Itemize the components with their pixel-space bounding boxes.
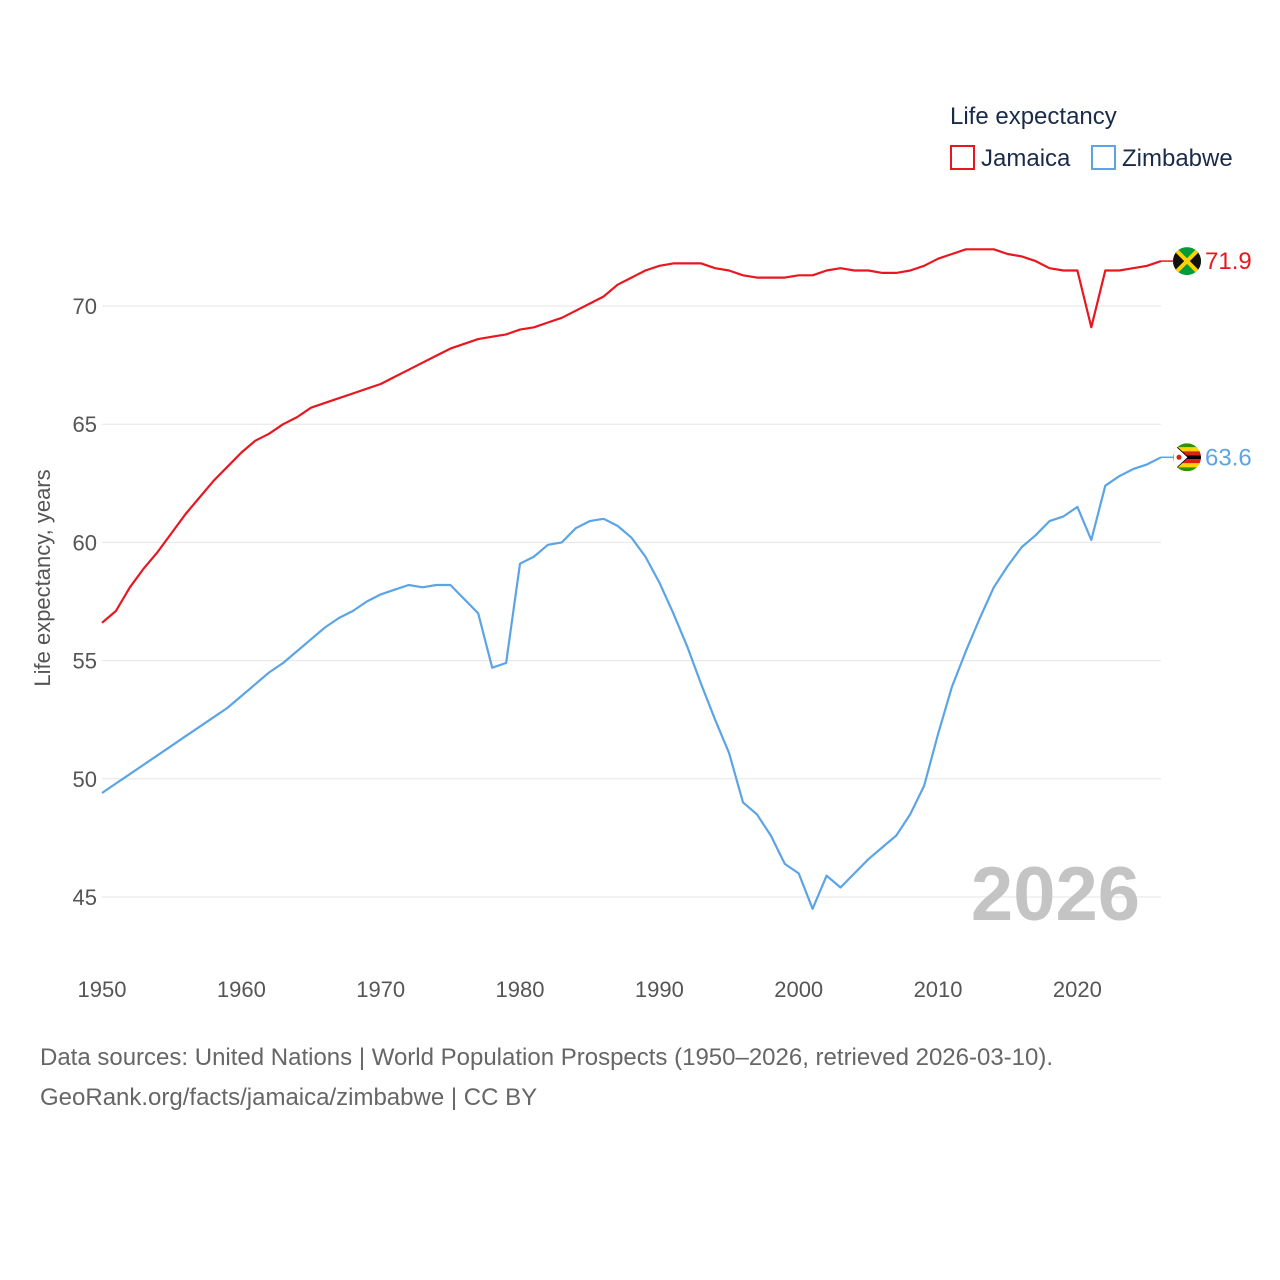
x-tick-label-1980: 1980: [496, 977, 545, 1002]
series-lines: [101, 248, 1162, 910]
y-tick-label-60: 60: [73, 530, 97, 555]
y-tick-label-55: 55: [73, 649, 97, 674]
series-line-zimbabwe[interactable]: [101, 456, 1162, 910]
endpoint-value-jamaica: 71.9: [1205, 248, 1252, 275]
x-tick-label-1960: 1960: [217, 977, 266, 1002]
legend-swatch-jamaica: [950, 145, 975, 170]
x-tick-label-1950: 1950: [78, 977, 127, 1002]
x-tick-label-2000: 2000: [774, 977, 823, 1002]
attribution-text: GeoRank.org/facts/jamaica/zimbabwe | CC …: [40, 1084, 538, 1111]
legend-item-zimbabwe[interactable]: Zimbabwe: [1091, 145, 1233, 172]
x-tick-label-2020: 2020: [1053, 977, 1102, 1002]
jamaica-flag-icon: [1173, 247, 1201, 276]
zimbabwe-flag-icon: [1173, 443, 1201, 472]
x-tick-label-2010: 2010: [914, 977, 963, 1002]
data-source-text: Data sources: United Nations | World Pop…: [40, 1044, 1054, 1071]
y-tick-label-70: 70: [73, 294, 97, 319]
legend-item-jamaica[interactable]: Jamaica: [950, 145, 1071, 172]
legend-title: Life expectancy: [950, 103, 1117, 130]
legend: Life expectancy Jamaica Zimbabwe: [950, 103, 1233, 172]
y-tick-label-50: 50: [73, 767, 97, 792]
series-endpoints: 71.9 63.6: [1161, 247, 1252, 472]
y-tick-label-65: 65: [73, 412, 97, 437]
endpoint-value-zimbabwe: 63.6: [1205, 444, 1252, 471]
series-line-jamaica[interactable]: [101, 248, 1162, 624]
y-tick-label-45: 45: [73, 885, 97, 910]
y-axis-title: Life expectancy, years: [30, 469, 55, 686]
current-year-label: 2026: [971, 852, 1140, 937]
legend-label-zimbabwe: Zimbabwe: [1122, 145, 1233, 172]
grid-lines: [102, 305, 1161, 898]
x-tick-label-1990: 1990: [635, 977, 684, 1002]
legend-swatch-zimbabwe: [1091, 145, 1116, 170]
axes: 45 50 55 60 65 70 1950 1960 1970 1980 1990 2000 2010…: [73, 294, 1102, 1002]
x-tick-label-1970: 1970: [356, 977, 405, 1002]
legend-label-jamaica: Jamaica: [981, 145, 1071, 172]
